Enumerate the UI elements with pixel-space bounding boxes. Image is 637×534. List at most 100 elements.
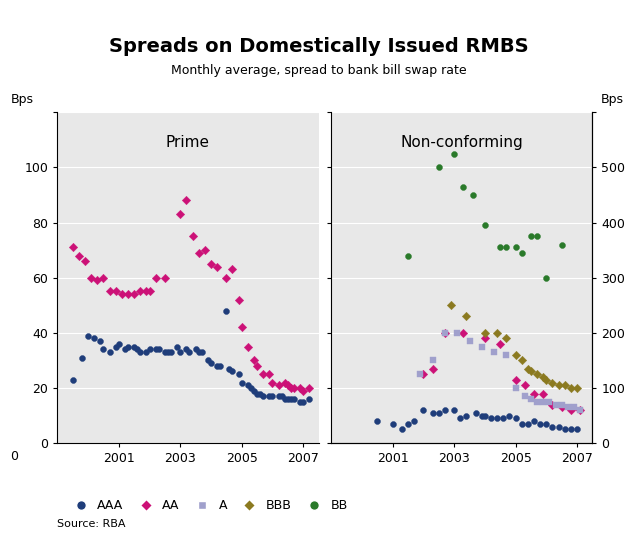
Point xyxy=(452,328,462,337)
Point xyxy=(403,252,413,260)
Point xyxy=(529,417,539,426)
Point xyxy=(111,342,121,351)
Point xyxy=(123,290,133,299)
Point xyxy=(227,265,238,274)
Point xyxy=(283,395,293,403)
Point xyxy=(175,210,185,218)
Point xyxy=(227,367,238,376)
Point xyxy=(86,273,96,282)
Point xyxy=(141,348,152,357)
Point xyxy=(495,340,505,348)
Point xyxy=(476,411,487,420)
Point xyxy=(427,409,438,417)
Point xyxy=(532,232,542,240)
Point xyxy=(264,370,275,379)
Point xyxy=(96,337,106,345)
Point xyxy=(289,395,299,403)
Point xyxy=(264,392,275,400)
Point xyxy=(538,389,548,398)
Point xyxy=(221,307,231,315)
Point xyxy=(258,370,268,379)
Point xyxy=(541,273,552,282)
Point xyxy=(575,406,585,414)
Point xyxy=(419,406,429,414)
Point xyxy=(160,273,170,282)
Point xyxy=(268,392,278,400)
Point xyxy=(172,342,182,351)
Point xyxy=(123,342,133,351)
Point xyxy=(510,375,520,384)
Point xyxy=(544,397,554,406)
Point xyxy=(236,323,247,332)
Text: Non-conforming: Non-conforming xyxy=(401,135,523,150)
Point xyxy=(560,425,570,434)
Point xyxy=(304,384,315,392)
Point xyxy=(273,392,283,400)
Point xyxy=(480,334,490,343)
Point xyxy=(464,337,475,345)
Point xyxy=(120,345,130,354)
Point xyxy=(154,345,164,354)
Text: 0: 0 xyxy=(10,450,18,463)
Point xyxy=(135,348,145,357)
Point xyxy=(200,246,210,254)
Point xyxy=(129,290,140,299)
Point xyxy=(249,356,259,365)
Point xyxy=(572,384,582,392)
Point xyxy=(80,257,90,265)
Point xyxy=(575,406,585,414)
Point xyxy=(517,420,527,428)
Point xyxy=(415,370,426,379)
Point xyxy=(212,362,222,370)
Point xyxy=(295,397,305,406)
Point xyxy=(206,260,216,268)
Point xyxy=(150,273,161,282)
Point xyxy=(190,345,201,354)
Point xyxy=(104,348,115,357)
Text: Bps: Bps xyxy=(10,92,33,106)
Point xyxy=(471,409,481,417)
Point xyxy=(541,420,552,428)
Point xyxy=(458,182,468,191)
Point xyxy=(111,287,121,296)
Point xyxy=(234,295,244,304)
Text: Prime: Prime xyxy=(166,135,210,150)
Point xyxy=(554,422,564,431)
Point xyxy=(298,397,308,406)
Point xyxy=(566,406,576,414)
Point xyxy=(560,381,570,390)
Point xyxy=(501,334,512,343)
Point xyxy=(92,276,103,285)
Point xyxy=(489,348,499,357)
Point xyxy=(520,381,530,390)
Point xyxy=(132,345,142,354)
Point xyxy=(89,334,99,343)
Point xyxy=(372,417,382,426)
Point xyxy=(557,400,567,409)
Point xyxy=(427,364,438,373)
Point xyxy=(77,354,87,362)
Text: Monthly average, spread to bank bill swap rate: Monthly average, spread to bank bill swa… xyxy=(171,64,466,77)
Point xyxy=(246,384,256,392)
Point xyxy=(160,348,170,357)
Point xyxy=(197,348,207,357)
Point xyxy=(562,403,573,412)
Point xyxy=(461,411,471,420)
Point xyxy=(492,414,502,423)
Point xyxy=(498,414,508,423)
Point xyxy=(520,392,530,400)
Point xyxy=(249,387,259,395)
Point xyxy=(145,287,155,296)
Point xyxy=(289,384,299,392)
Point xyxy=(150,345,161,354)
Point xyxy=(203,356,213,365)
Point xyxy=(206,359,216,367)
Point xyxy=(526,232,536,240)
Text: Bps: Bps xyxy=(601,92,624,106)
Point xyxy=(243,381,253,390)
Point xyxy=(461,312,471,320)
Point xyxy=(295,384,305,392)
Point xyxy=(268,378,278,387)
Text: Spreads on Domestically Issued RMBS: Spreads on Domestically Issued RMBS xyxy=(109,37,528,57)
Point xyxy=(449,149,459,158)
